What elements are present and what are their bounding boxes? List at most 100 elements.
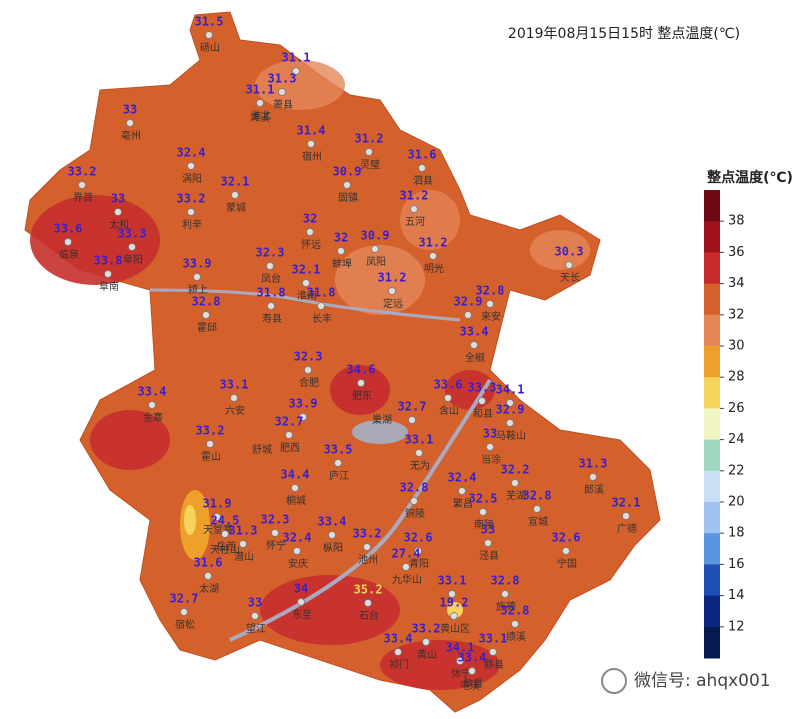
station-name: 灵璧 — [360, 158, 380, 171]
station-value: 32.3 — [294, 350, 323, 364]
watermark-icon — [601, 668, 627, 694]
station-value: 33.1 — [438, 574, 467, 588]
station-value: 31.3 — [229, 524, 258, 538]
watermark-text: 微信号: ahqx001 — [634, 671, 771, 691]
station-dot — [533, 505, 541, 513]
station-name: 黄山区 — [440, 622, 470, 635]
legend-swatch — [704, 221, 720, 253]
station-value: 32.3 — [261, 513, 290, 527]
station-value: 32.9 — [454, 295, 483, 309]
station-dot — [221, 530, 229, 538]
station-name: 池州 — [358, 553, 378, 566]
station-value: 31.4 — [297, 124, 326, 138]
station-dot — [307, 140, 315, 148]
station-dot — [187, 162, 195, 170]
station-dot — [271, 529, 279, 537]
station-name: 寿县 — [262, 312, 282, 325]
station-value: 32.1 — [292, 263, 321, 277]
station-value: 33.1 — [479, 632, 508, 646]
station-value: 32.8 — [523, 489, 552, 503]
station-name: 明光 — [424, 262, 444, 275]
legend-bar: 38 36 34 32 30 28 26 24 22 20 18 16 14 12 — [704, 190, 745, 659]
station-name: 旌德 — [496, 600, 516, 613]
station-dot — [506, 399, 514, 407]
legend-tick-label: 24 — [728, 432, 745, 447]
station-name: 肥西 — [280, 442, 300, 454]
station-dot — [104, 270, 112, 278]
station-value: 33 — [248, 596, 262, 610]
station-dot — [456, 657, 464, 665]
station-value: 32.7 — [170, 592, 199, 606]
mountain-patch — [184, 505, 196, 535]
legend-swatch — [704, 502, 720, 534]
station-name: 宿松 — [175, 618, 195, 631]
station-value: 31.6 — [408, 148, 437, 162]
legend-tick-label: 14 — [728, 588, 745, 603]
legend-tick-label: 18 — [728, 526, 745, 541]
station-name: 凤阳 — [366, 256, 386, 268]
station-name: 东至 — [292, 608, 312, 621]
station-name: 望江 — [246, 622, 266, 635]
map-title: 2019年08月15日15时 整点温度(℃) — [508, 26, 740, 42]
station-name: 金寨 — [143, 411, 163, 424]
legend-tick-label: 38 — [728, 214, 745, 229]
station-value: 33.4 — [460, 325, 489, 339]
station-value: 30.3 — [555, 245, 584, 259]
station-name: 岳西 — [216, 541, 236, 553]
station-dot — [408, 416, 416, 424]
lake — [352, 420, 408, 444]
station-name: 蚌埠 — [332, 257, 352, 270]
station-value: 31.1 — [282, 51, 311, 65]
station-name: 青阳 — [409, 557, 429, 570]
station-name: 界首 — [73, 191, 93, 204]
station-name: 利辛 — [182, 218, 202, 231]
station-value: 31.3 — [579, 457, 608, 471]
stations: 砀山 31.5 31.1 萧县 31.3 淮北 31.1 亳州 33 宿州 31.4 灵璧 31.2 泗县… — [54, 15, 641, 693]
station-name: 石台 — [359, 609, 379, 622]
station-value: 31.6 — [194, 556, 223, 570]
legend-tick-label: 12 — [728, 619, 745, 634]
station-dot — [126, 119, 134, 127]
station-value: 31.1 — [246, 83, 275, 97]
station-value: 32.4 — [177, 146, 206, 160]
station-name: 涡阳 — [182, 173, 202, 185]
station-value: 32.8 — [192, 295, 221, 309]
station-value: 33 — [111, 192, 125, 206]
river — [149, 288, 461, 322]
station-dot — [422, 638, 430, 646]
legend-tick-label: 28 — [728, 370, 745, 385]
station-dot — [415, 449, 423, 457]
station-value: 33.1 — [405, 433, 434, 447]
station-name: 淮南 — [297, 289, 317, 302]
station-name: 芜湖 — [506, 489, 526, 502]
station-name: 太和 — [109, 218, 129, 231]
station-name: 绩溪 — [506, 630, 526, 643]
station-name: 阜阳 — [123, 253, 143, 266]
station-name: 祁门 — [389, 658, 409, 671]
station-value: 33.2 — [196, 424, 225, 438]
station-name: 肥东 — [352, 389, 372, 402]
station-value: 27.4 — [392, 547, 421, 561]
station-dot — [357, 379, 365, 387]
station-value: 32.2 — [501, 463, 530, 477]
station-name: 淮北 — [251, 110, 271, 122]
station-value: 32.6 — [404, 531, 433, 545]
station-value: 33.1 — [220, 378, 249, 392]
station-name: 休宁 — [451, 667, 471, 680]
station-value: 33 — [481, 523, 495, 537]
station-name: 萧县 — [273, 99, 293, 111]
station-name: 长丰 — [312, 312, 332, 325]
station-value: 32.4 — [448, 471, 477, 485]
station-name: 无为 — [410, 460, 430, 472]
legend-swatch — [704, 252, 720, 285]
station-value: 33.4 — [384, 632, 413, 646]
station-value: 32.8 — [491, 574, 520, 588]
legend-swatch — [704, 626, 720, 659]
station-dot — [334, 459, 342, 467]
station-dot — [365, 148, 373, 156]
station-dot — [450, 612, 458, 620]
station-dot — [231, 191, 239, 199]
station-name: 太湖 — [199, 582, 219, 595]
legend-swatch — [704, 314, 720, 347]
station-value: 31.2 — [419, 236, 448, 250]
